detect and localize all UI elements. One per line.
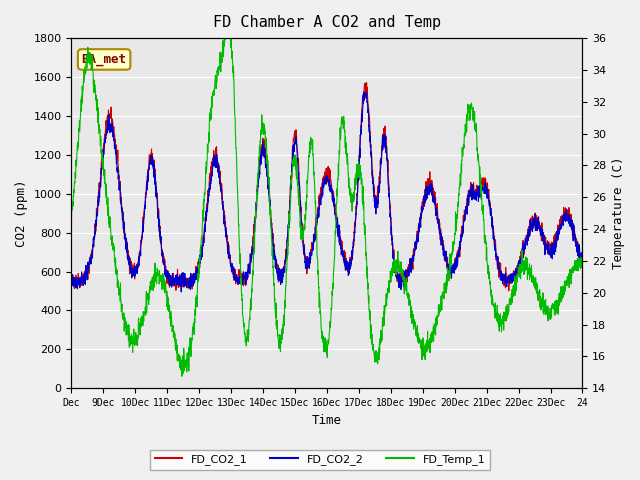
FD_CO2_1 [68, 276, 76, 282]
FD_CO2_1 [357, 117, 365, 123]
FD_Temp_1 [510, 284, 518, 289]
FD_CO2_2 [510, 274, 518, 280]
Text: BA_met: BA_met [82, 53, 127, 66]
Line: FD_CO2_2: FD_CO2_2 [72, 92, 582, 292]
FD_Temp_1 [118, 313, 126, 319]
FD_CO2_2 [68, 281, 76, 287]
FD_Temp_1 [229, 63, 237, 69]
FD_Temp_1 [572, 267, 579, 273]
Y-axis label: CO2 (ppm): CO2 (ppm) [15, 180, 28, 247]
Y-axis label: Temperature (C): Temperature (C) [612, 157, 625, 269]
FD_Temp_1 [220, 35, 228, 41]
FD_CO2_2 [360, 89, 368, 95]
FD_CO2_2 [579, 264, 586, 269]
FD_Temp_1 [481, 234, 489, 240]
Line: FD_Temp_1: FD_Temp_1 [72, 38, 582, 376]
FD_CO2_1 [363, 80, 371, 85]
FD_Temp_1 [579, 251, 586, 257]
FD_CO2_2 [229, 264, 237, 270]
FD_CO2_2 [572, 234, 579, 240]
FD_CO2_1 [118, 213, 126, 218]
FD_CO2_2 [118, 217, 126, 223]
Line: FD_CO2_1: FD_CO2_1 [72, 83, 582, 291]
Legend: FD_CO2_1, FD_CO2_2, FD_Temp_1: FD_CO2_1, FD_CO2_2, FD_Temp_1 [150, 450, 490, 469]
FD_CO2_1 [579, 261, 586, 266]
X-axis label: Time: Time [312, 414, 342, 427]
FD_CO2_2 [481, 191, 489, 197]
FD_CO2_1 [572, 238, 579, 243]
FD_Temp_1 [358, 175, 365, 181]
FD_CO2_1 [505, 288, 513, 294]
FD_CO2_1 [481, 177, 488, 182]
FD_CO2_2 [177, 289, 185, 295]
FD_Temp_1 [68, 220, 76, 226]
FD_CO2_1 [229, 266, 237, 272]
FD_CO2_2 [358, 125, 365, 131]
Title: FD Chamber A CO2 and Temp: FD Chamber A CO2 and Temp [213, 15, 441, 30]
FD_CO2_1 [510, 270, 518, 276]
FD_Temp_1 [178, 373, 186, 379]
